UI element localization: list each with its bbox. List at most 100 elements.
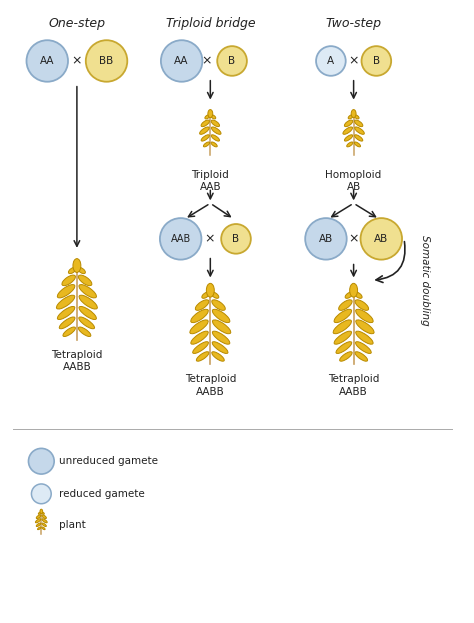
Text: BB: BB xyxy=(100,56,114,66)
Ellipse shape xyxy=(205,115,210,119)
Ellipse shape xyxy=(211,142,217,147)
Text: ×: × xyxy=(72,54,82,67)
Ellipse shape xyxy=(36,523,41,526)
Ellipse shape xyxy=(212,331,230,345)
Ellipse shape xyxy=(340,352,352,361)
Ellipse shape xyxy=(356,331,373,345)
Text: unreduced gamete: unreduced gamete xyxy=(59,456,158,466)
Ellipse shape xyxy=(59,317,75,329)
Ellipse shape xyxy=(42,527,45,530)
Ellipse shape xyxy=(200,127,209,135)
Ellipse shape xyxy=(211,127,221,135)
Ellipse shape xyxy=(334,309,352,323)
Ellipse shape xyxy=(78,327,91,336)
Ellipse shape xyxy=(42,512,44,515)
Ellipse shape xyxy=(40,509,43,513)
Ellipse shape xyxy=(56,295,75,309)
Text: AB: AB xyxy=(374,234,388,244)
Ellipse shape xyxy=(345,120,353,126)
Ellipse shape xyxy=(42,523,46,526)
Text: B: B xyxy=(228,56,236,66)
Text: B: B xyxy=(373,56,380,66)
Ellipse shape xyxy=(192,341,209,353)
Circle shape xyxy=(361,218,402,260)
Circle shape xyxy=(31,484,51,504)
Ellipse shape xyxy=(36,515,41,518)
Ellipse shape xyxy=(78,267,85,273)
Circle shape xyxy=(28,449,54,474)
Ellipse shape xyxy=(355,352,367,361)
Ellipse shape xyxy=(211,292,219,298)
Ellipse shape xyxy=(334,331,352,345)
Ellipse shape xyxy=(73,259,81,272)
Ellipse shape xyxy=(354,142,361,147)
Ellipse shape xyxy=(38,512,41,515)
Text: Homoploid
AB: Homoploid AB xyxy=(326,169,382,192)
Ellipse shape xyxy=(201,120,210,126)
Ellipse shape xyxy=(345,135,353,141)
Text: Tetraploid
AABB: Tetraploid AABB xyxy=(328,374,379,397)
Ellipse shape xyxy=(211,120,219,126)
Ellipse shape xyxy=(79,295,97,309)
Ellipse shape xyxy=(343,127,353,135)
Ellipse shape xyxy=(79,307,96,320)
Ellipse shape xyxy=(57,307,75,320)
Ellipse shape xyxy=(333,320,351,334)
Ellipse shape xyxy=(356,320,374,334)
Ellipse shape xyxy=(355,300,369,310)
Ellipse shape xyxy=(190,320,208,334)
FancyArrowPatch shape xyxy=(376,242,405,282)
Text: ×: × xyxy=(204,232,215,245)
Ellipse shape xyxy=(201,135,210,141)
Ellipse shape xyxy=(355,127,365,135)
Circle shape xyxy=(305,218,346,260)
Text: Tetraploid
AABB: Tetraploid AABB xyxy=(185,374,236,397)
Text: AAB: AAB xyxy=(171,234,191,244)
Ellipse shape xyxy=(354,115,359,119)
Ellipse shape xyxy=(63,327,75,336)
Text: Two-step: Two-step xyxy=(326,17,382,31)
Ellipse shape xyxy=(36,519,41,523)
Ellipse shape xyxy=(202,292,210,298)
Text: Somatic doubling: Somatic doubling xyxy=(420,235,430,326)
Circle shape xyxy=(86,40,128,82)
Ellipse shape xyxy=(203,142,210,147)
Text: ×: × xyxy=(348,232,359,245)
Ellipse shape xyxy=(355,135,363,141)
Text: A: A xyxy=(328,56,335,66)
Ellipse shape xyxy=(42,515,46,518)
Text: Tetraploid
AABB: Tetraploid AABB xyxy=(51,350,102,372)
Circle shape xyxy=(217,46,247,76)
Ellipse shape xyxy=(212,352,224,361)
Text: AA: AA xyxy=(174,56,189,66)
Ellipse shape xyxy=(338,300,352,310)
Ellipse shape xyxy=(351,110,356,118)
Circle shape xyxy=(221,224,251,254)
Ellipse shape xyxy=(212,341,228,353)
Text: One-step: One-step xyxy=(48,17,105,31)
Text: ×: × xyxy=(201,54,211,67)
Ellipse shape xyxy=(196,352,209,361)
Circle shape xyxy=(316,46,346,76)
Circle shape xyxy=(27,40,68,82)
Ellipse shape xyxy=(62,275,75,286)
Text: reduced gamete: reduced gamete xyxy=(59,489,145,499)
Ellipse shape xyxy=(191,309,208,323)
Text: Triploid bridge: Triploid bridge xyxy=(165,17,255,31)
Ellipse shape xyxy=(346,142,353,147)
Text: ×: × xyxy=(348,54,359,67)
Ellipse shape xyxy=(37,527,41,530)
Ellipse shape xyxy=(212,309,230,323)
Ellipse shape xyxy=(211,135,219,141)
Text: AB: AB xyxy=(319,234,333,244)
Ellipse shape xyxy=(79,317,94,329)
Text: AA: AA xyxy=(40,56,55,66)
Ellipse shape xyxy=(345,292,353,298)
Ellipse shape xyxy=(212,320,231,334)
Ellipse shape xyxy=(356,309,373,323)
Ellipse shape xyxy=(79,285,96,298)
Ellipse shape xyxy=(212,300,225,310)
Text: Triploid
AAB: Triploid AAB xyxy=(191,169,229,192)
Ellipse shape xyxy=(336,341,352,353)
Ellipse shape xyxy=(195,300,209,310)
